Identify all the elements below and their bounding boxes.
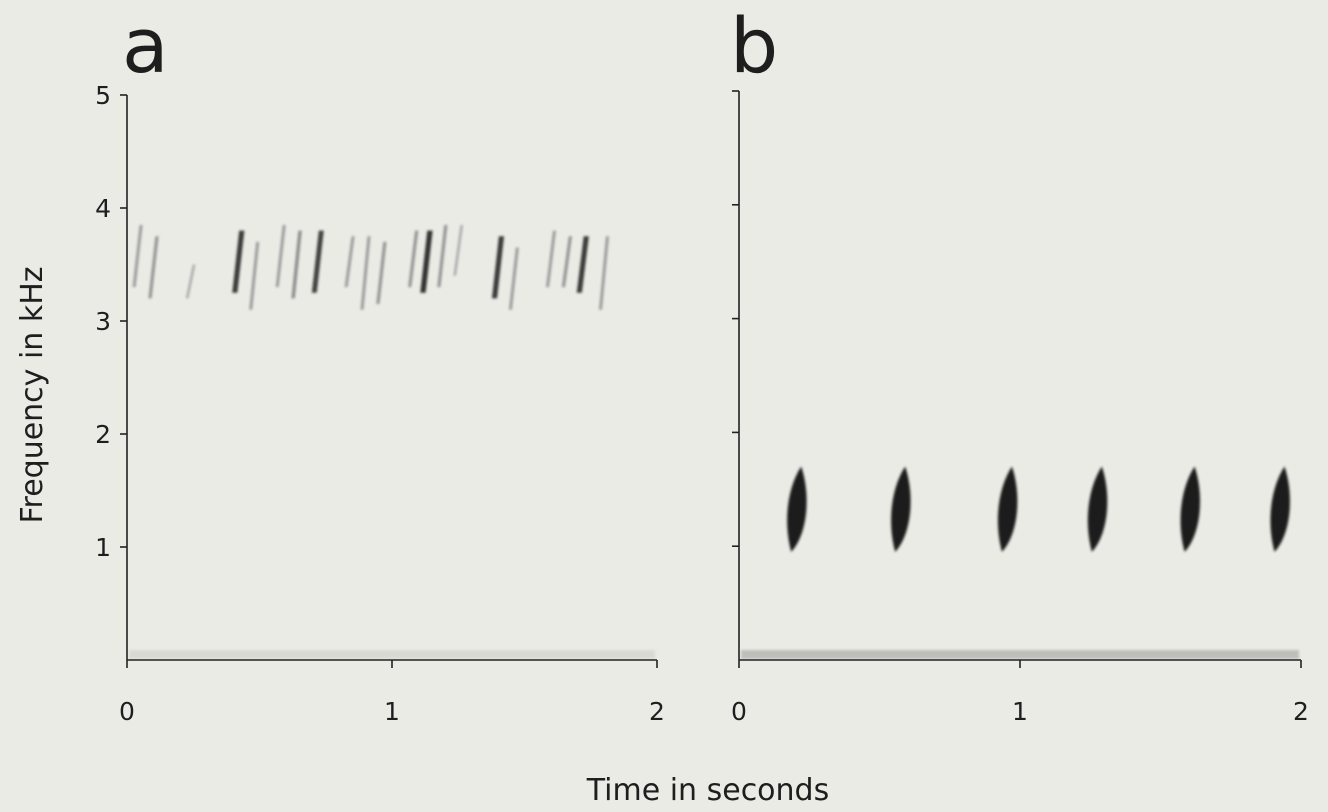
note-b-3 <box>1087 466 1108 552</box>
note-a-10 <box>376 241 387 305</box>
spectrogram-panel-a: a 1 2 3 4 5 0 1 2 <box>95 1 665 726</box>
note-b-2 <box>997 466 1018 552</box>
note-a-15 <box>491 236 505 299</box>
y-tick-label-4: 4 <box>95 194 111 223</box>
x-tick-label-1: 1 <box>384 697 400 726</box>
note-a-1 <box>148 236 159 299</box>
y-tick-label-5: 5 <box>95 81 111 110</box>
y-tick-label-3: 3 <box>95 307 111 336</box>
noise-band <box>741 650 1299 659</box>
note-a-17 <box>545 230 557 288</box>
note-b-4 <box>1180 466 1201 552</box>
note-b-5 <box>1270 466 1290 552</box>
panels: a 1 2 3 4 5 0 1 2 b 0 1 2 <box>95 1 1309 726</box>
x-tick-label-0: 0 <box>731 697 747 726</box>
x-tick-label-0: 0 <box>119 697 135 726</box>
note-a-6 <box>291 230 302 299</box>
note-a-2 <box>185 264 196 299</box>
note-a-0 <box>132 224 143 288</box>
note-a-16 <box>508 247 519 310</box>
y-tick-label-1: 1 <box>95 533 111 562</box>
note-a-3 <box>232 230 245 293</box>
note-b-1 <box>891 466 911 552</box>
panel-label-b: b <box>730 1 778 90</box>
note-a-11 <box>408 230 419 288</box>
note-a-8 <box>344 236 355 288</box>
note-b-0 <box>787 466 807 552</box>
note-a-7 <box>311 230 324 293</box>
noise-band <box>129 650 655 659</box>
note-a-4 <box>249 241 260 310</box>
note-a-20 <box>598 236 610 310</box>
x-tick-label-1: 1 <box>1012 697 1028 726</box>
x-tick-label-2: 2 <box>649 697 665 726</box>
y-axis-title: Frequency in kHz <box>15 266 50 523</box>
note-a-9 <box>360 236 371 310</box>
spectrogram-panel-b: b 0 1 2 <box>730 1 1309 726</box>
panel-label-a: a <box>122 1 169 90</box>
note-a-12 <box>420 230 433 293</box>
x-tick-label-2: 2 <box>1293 697 1309 726</box>
note-a-14 <box>453 224 464 276</box>
note-a-5 <box>275 224 286 288</box>
y-tick-label-2: 2 <box>95 420 111 449</box>
x-axis-title: Time in seconds <box>586 773 829 808</box>
note-a-13 <box>437 224 448 288</box>
note-a-19 <box>576 236 589 293</box>
note-a-18 <box>561 236 573 288</box>
